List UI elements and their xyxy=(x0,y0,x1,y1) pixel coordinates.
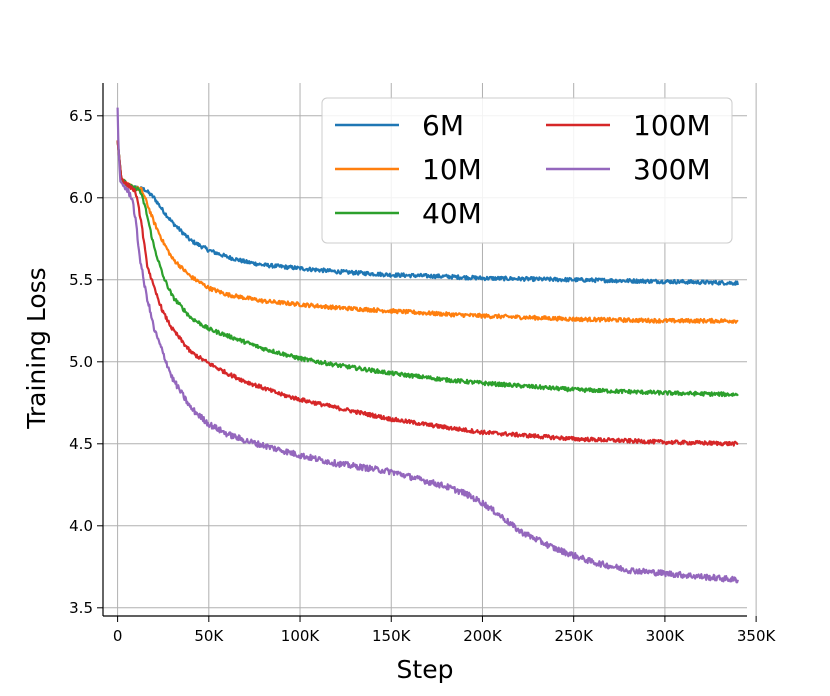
legend: 6M 10M 40M 100M 300M xyxy=(321,97,733,244)
y-tick-label: 3.5 xyxy=(69,599,93,617)
legend-label-40m: 40M xyxy=(422,197,482,230)
y-tick-label: 4.5 xyxy=(69,435,93,453)
legend-box xyxy=(321,97,733,244)
legend-label-100m: 100M xyxy=(633,109,711,142)
series-line-10m xyxy=(116,140,739,324)
series-line-300m xyxy=(116,107,739,584)
series-line-100m xyxy=(116,140,739,447)
x-tick-label: 250K xyxy=(554,627,594,645)
x-tick-label: 200K xyxy=(463,627,503,645)
y-tick-label: 5.5 xyxy=(69,271,93,289)
legend-label-10m: 10M xyxy=(422,153,482,186)
tick-labels: 0 50K 100K 150K 200K 250K 300K 350K 3.5 4.0 4.5 5.0… xyxy=(69,107,776,645)
series-lines xyxy=(116,107,739,584)
y-tick-label: 6.0 xyxy=(69,189,93,207)
x-tick-label: 0 xyxy=(113,627,123,645)
series-line-6m xyxy=(116,140,739,286)
axes xyxy=(102,83,747,617)
y-tick-label: 6.5 xyxy=(69,107,93,125)
legend-label-300m: 300M xyxy=(633,153,711,186)
x-tick-label: 50K xyxy=(194,627,224,645)
x-tick-label: 100K xyxy=(281,627,321,645)
x-tick-label: 150K xyxy=(372,627,412,645)
legend-label-6m: 6M xyxy=(422,109,464,142)
x-tick-label: 350K xyxy=(737,627,777,645)
x-tick-label: 300K xyxy=(646,627,686,645)
y-axis-label: Training Loss xyxy=(22,267,51,429)
y-tick-label: 5.0 xyxy=(69,353,93,371)
x-axis-label: Step xyxy=(397,655,454,684)
y-tick-label: 4.0 xyxy=(69,517,93,535)
series-line-40m xyxy=(116,140,739,398)
